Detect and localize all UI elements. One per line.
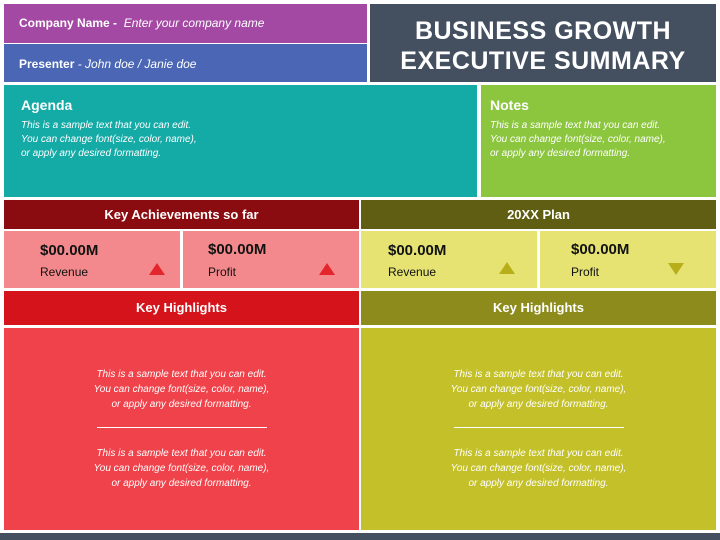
plan-profit-value: $00.00M <box>571 241 630 258</box>
plan-profit-cell: $00.00M Profit <box>540 231 716 288</box>
presenter-value[interactable]: - John doe / Janie doe <box>77 57 197 71</box>
highlight-text-line: This is a sample text that you can edit. <box>96 448 267 459</box>
highlight-text-line: You can change font(size, color, name), <box>450 463 627 474</box>
notes-text-line: This is a sample text that you can edit. <box>490 120 661 131</box>
company-name-bar: Company Name - Enter your company name <box>4 4 367 43</box>
agenda-text-line: You can change font(size, color, name), <box>21 134 197 145</box>
trend-up-icon <box>319 263 335 275</box>
key-highlights-right-panel: This is a sample text that you can edit.… <box>361 328 716 530</box>
highlight-text-line: or apply any desired formatting. <box>111 399 252 410</box>
notes-text-line: or apply any desired formatting. <box>490 148 631 159</box>
achievements-revenue-label: Revenue <box>40 265 89 279</box>
highlight-text-line: or apply any desired formatting. <box>468 478 609 489</box>
highlight-text-line: You can change font(size, color, name), <box>93 463 270 474</box>
achievements-revenue-cell: $00.00M Revenue <box>4 231 180 288</box>
achievements-profit-label: Profit <box>208 265 237 279</box>
key-highlights-right-header: Key Highlights <box>361 291 716 325</box>
notes-title: Notes <box>490 97 529 113</box>
plan-revenue-value: $00.00M <box>388 242 447 259</box>
highlight-text-line: This is a sample text that you can edit. <box>453 369 624 380</box>
title-line-1: BUSINESS GROWTH <box>414 17 672 45</box>
company-name-value[interactable]: Enter your company name <box>123 16 265 30</box>
notes-text-line: You can change font(size, color, name), <box>490 134 666 145</box>
highlight-text-line: or apply any desired formatting. <box>111 478 252 489</box>
agenda-text-line: This is a sample text that you can edit. <box>21 120 192 131</box>
agenda-text-line: or apply any desired formatting. <box>21 148 162 159</box>
trend-up-icon <box>499 262 515 274</box>
highlight-text-line: You can change font(size, color, name), <box>93 384 270 395</box>
plan-profit-label: Profit <box>571 265 600 279</box>
agenda-panel: Agenda This is a sample text that you ca… <box>4 85 477 197</box>
key-highlights-left-panel: This is a sample text that you can edit.… <box>4 328 359 530</box>
highlight-text-line: or apply any desired formatting. <box>468 399 609 410</box>
title-line-2: EXECUTIVE SUMMARY <box>400 47 686 75</box>
plan-revenue-label: Revenue <box>388 265 437 279</box>
highlight-text-line: This is a sample text that you can edit. <box>96 369 267 380</box>
highlight-text-block: This is a sample text that you can edit.… <box>4 367 359 412</box>
highlight-text-line: You can change font(size, color, name), <box>450 384 627 395</box>
divider <box>454 427 624 428</box>
trend-up-icon <box>149 263 165 275</box>
bottom-accent-bar <box>0 533 720 540</box>
divider <box>97 427 267 428</box>
achievements-profit-value: $00.00M <box>208 241 267 258</box>
achievements-revenue-value: $00.00M <box>40 242 99 259</box>
notes-panel: Notes This is a sample text that you can… <box>481 85 716 197</box>
presenter-bar: Presenter - John doe / Janie doe <box>4 44 367 82</box>
achievements-profit-cell: $00.00M Profit <box>183 231 359 288</box>
highlight-text-block: This is a sample text that you can edit.… <box>361 446 716 491</box>
plan-revenue-cell: $00.00M Revenue <box>361 231 537 288</box>
highlight-text-block: This is a sample text that you can edit.… <box>4 446 359 491</box>
key-achievements-header: Key Achievements so far <box>4 200 359 229</box>
highlight-text-line: This is a sample text that you can edit. <box>453 448 624 459</box>
trend-down-icon <box>668 263 684 275</box>
agenda-title: Agenda <box>21 97 73 113</box>
key-highlights-left-header: Key Highlights <box>4 291 359 325</box>
plan-header: 20XX Plan <box>361 200 716 229</box>
highlight-text-block: This is a sample text that you can edit.… <box>361 367 716 412</box>
company-name-label: Company Name - <box>19 16 118 30</box>
presenter-label: Presenter <box>19 57 75 71</box>
page-title: BUSINESS GROWTH EXECUTIVE SUMMARY <box>370 4 716 82</box>
